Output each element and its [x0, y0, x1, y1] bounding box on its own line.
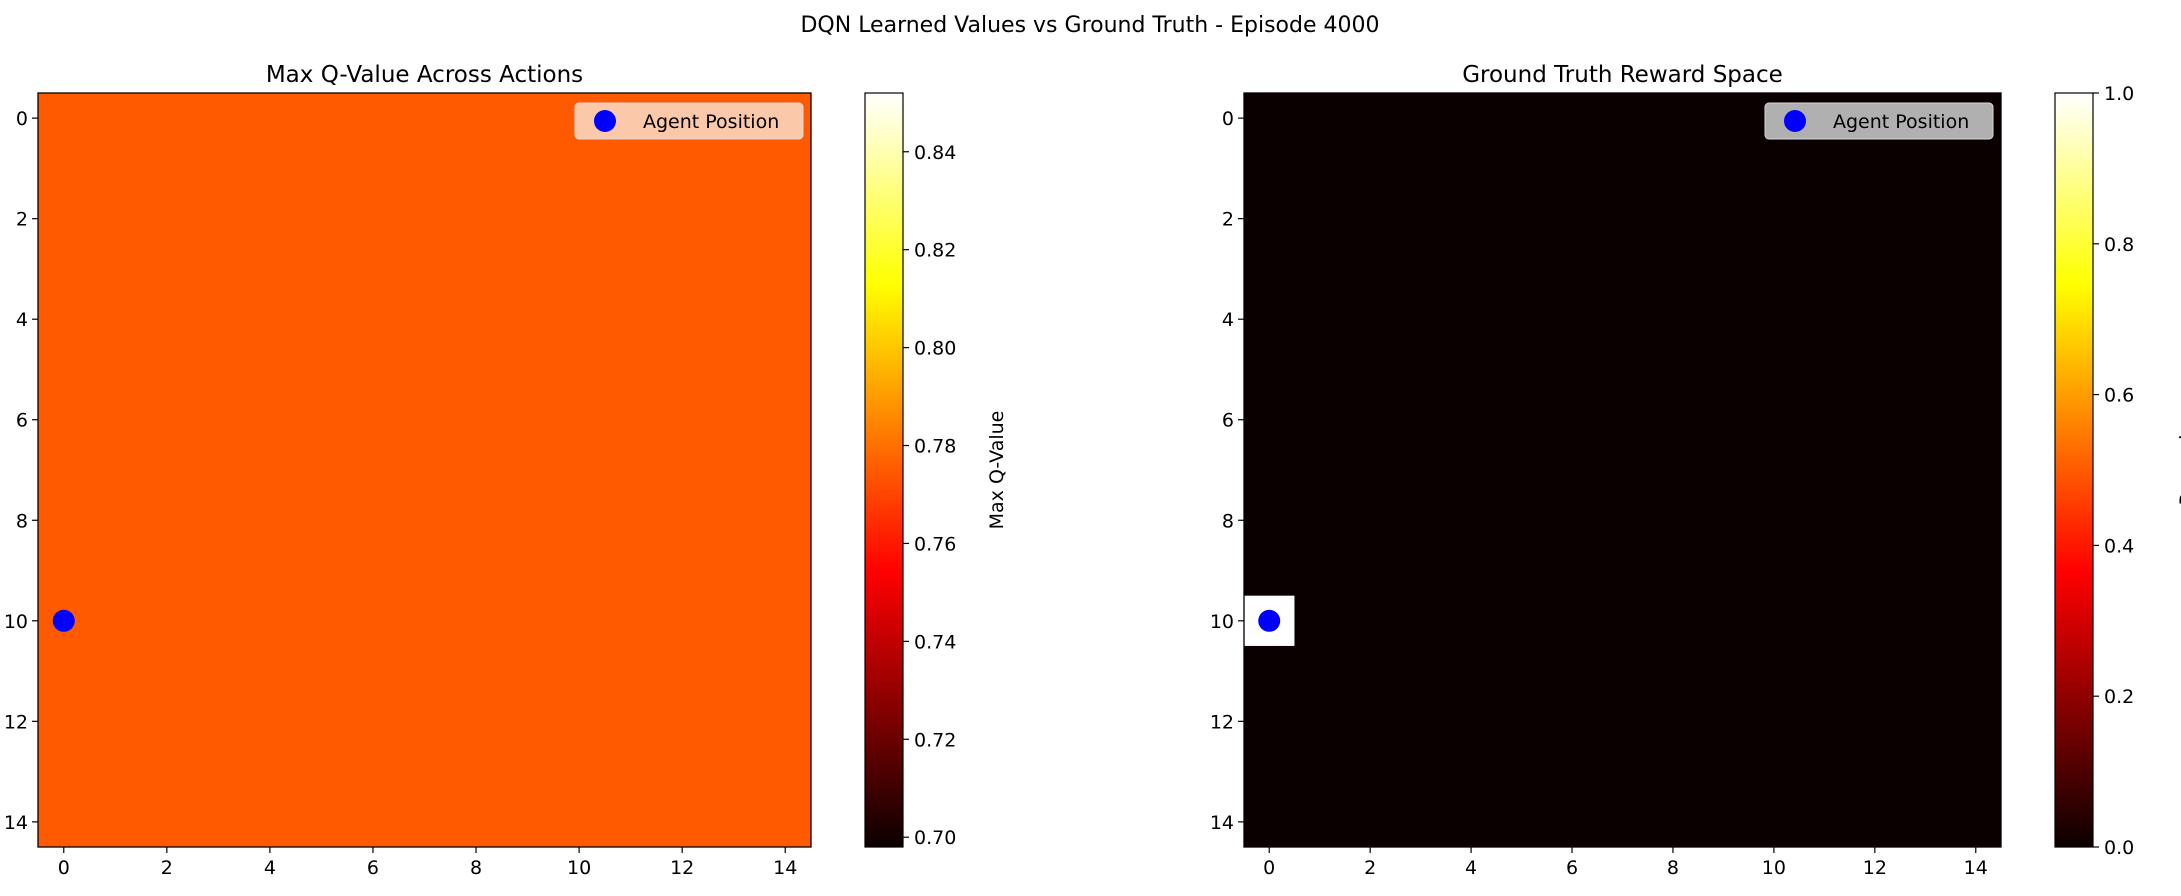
- y-tick-label: 2: [1222, 209, 1234, 231]
- colorbar-tick-label: 0.70: [914, 827, 956, 849]
- colorbar: 0.70 0.72 0.74 0.76 0.78 0.80 0.82 0.84 Max Q-Va…: [864, 92, 1008, 849]
- x-tick-label: 6: [1566, 857, 1578, 879]
- axes-title: Max Q-Value Across Actions: [266, 62, 583, 88]
- colorbar-tick-label: 0.8: [2104, 234, 2134, 256]
- x-tick-label: 8: [1667, 857, 1679, 879]
- legend-label: Agent Position: [1833, 111, 1969, 133]
- colorbar: 0.0 0.2 0.4 0.6 0.8 1.0 Reward: [2054, 83, 2181, 859]
- colorbar-frame: [2054, 92, 2094, 848]
- y-tick-label: 4: [1222, 309, 1234, 331]
- x-tick-label: 14: [1964, 857, 1988, 879]
- colorbar-gradient: [2055, 93, 2093, 847]
- axes-frame: [37, 92, 812, 848]
- colorbar-tick-label: 0.84: [914, 142, 956, 164]
- y-tick-label: 14: [1210, 812, 1234, 834]
- legend-label: Agent Position: [643, 111, 779, 133]
- y-tick-label: 0: [16, 108, 28, 130]
- legend-box: [574, 102, 804, 140]
- y-tick-label: 10: [1210, 611, 1234, 633]
- x-tick-label: 8: [470, 857, 482, 879]
- heatmap-panel-2: Ground Truth Reward Space 0 2 4 6 8 10 12 14 0 2 4 6…: [1210, 62, 2181, 879]
- y-tick-label: 8: [16, 510, 28, 532]
- colorbar-tick-label: 0.76: [914, 533, 956, 555]
- y-tick-label: 6: [1222, 410, 1234, 432]
- y-tick-label: 12: [4, 711, 28, 733]
- colorbar-label: Max Q-Value: [986, 411, 1008, 530]
- colorbar-tick-label: 0.74: [914, 631, 956, 653]
- x-tick-label: 4: [1465, 857, 1477, 879]
- x-tick-label: 2: [1364, 857, 1376, 879]
- figure-suptitle: DQN Learned Values vs Ground Truth - Epi…: [800, 13, 1379, 38]
- agent-marker: [52, 609, 75, 632]
- legend: Agent Position: [1764, 102, 1994, 140]
- legend: Agent Position: [574, 102, 804, 140]
- x-tick-label: 12: [1863, 857, 1887, 879]
- colorbar-tick-label: 0.82: [914, 240, 956, 262]
- heatmap-field: [38, 93, 811, 847]
- x-tick-label: 14: [773, 857, 797, 879]
- legend-marker: [594, 110, 616, 132]
- colorbar-frame: [864, 92, 904, 848]
- x-tick-label: 0: [1263, 857, 1275, 879]
- colorbar-tick-label: 0.72: [914, 729, 956, 751]
- y-tick-label: 4: [16, 309, 28, 331]
- y-tick-label: 6: [16, 410, 28, 432]
- y-tick-label: 14: [4, 812, 28, 834]
- legend-box: [1764, 102, 1994, 140]
- colorbar-tick-label: 0.0: [2104, 837, 2134, 859]
- x-tick-label: 10: [567, 857, 591, 879]
- colorbar-label: Reward: [2176, 435, 2181, 506]
- x-tick-label: 0: [58, 857, 70, 879]
- heatmap-panel-1: Max Q-Value Across Actions 0 2 4 6 8 10 12 14 0 2 4…: [4, 62, 1008, 879]
- axes-title: Ground Truth Reward Space: [1462, 62, 1783, 88]
- colorbar-tick-label: 0.78: [914, 436, 956, 458]
- colorbar-tick-label: 0.80: [914, 338, 956, 360]
- x-tick-label: 6: [367, 857, 379, 879]
- x-tick-label: 4: [264, 857, 276, 879]
- y-tick-label: 12: [1210, 711, 1234, 733]
- axes-frame: [1243, 92, 2002, 848]
- y-tick-label: 0: [1222, 108, 1234, 130]
- colorbar-tick-label: 0.6: [2104, 385, 2134, 407]
- y-tick-label: 2: [16, 209, 28, 231]
- heatmap-field: [1244, 93, 2001, 847]
- x-tick-label: 10: [1762, 857, 1786, 879]
- colorbar-tick-label: 0.4: [2104, 535, 2134, 557]
- x-tick-label: 12: [670, 857, 694, 879]
- colorbar-tick-label: 1.0: [2104, 83, 2134, 105]
- y-tick-label: 8: [1222, 510, 1234, 532]
- colorbar-tick-label: 0.2: [2104, 686, 2134, 708]
- colorbar-gradient: [865, 93, 903, 847]
- legend-marker: [1784, 110, 1806, 132]
- y-tick-label: 10: [4, 611, 28, 633]
- agent-marker: [1258, 609, 1281, 632]
- x-tick-label: 2: [161, 857, 173, 879]
